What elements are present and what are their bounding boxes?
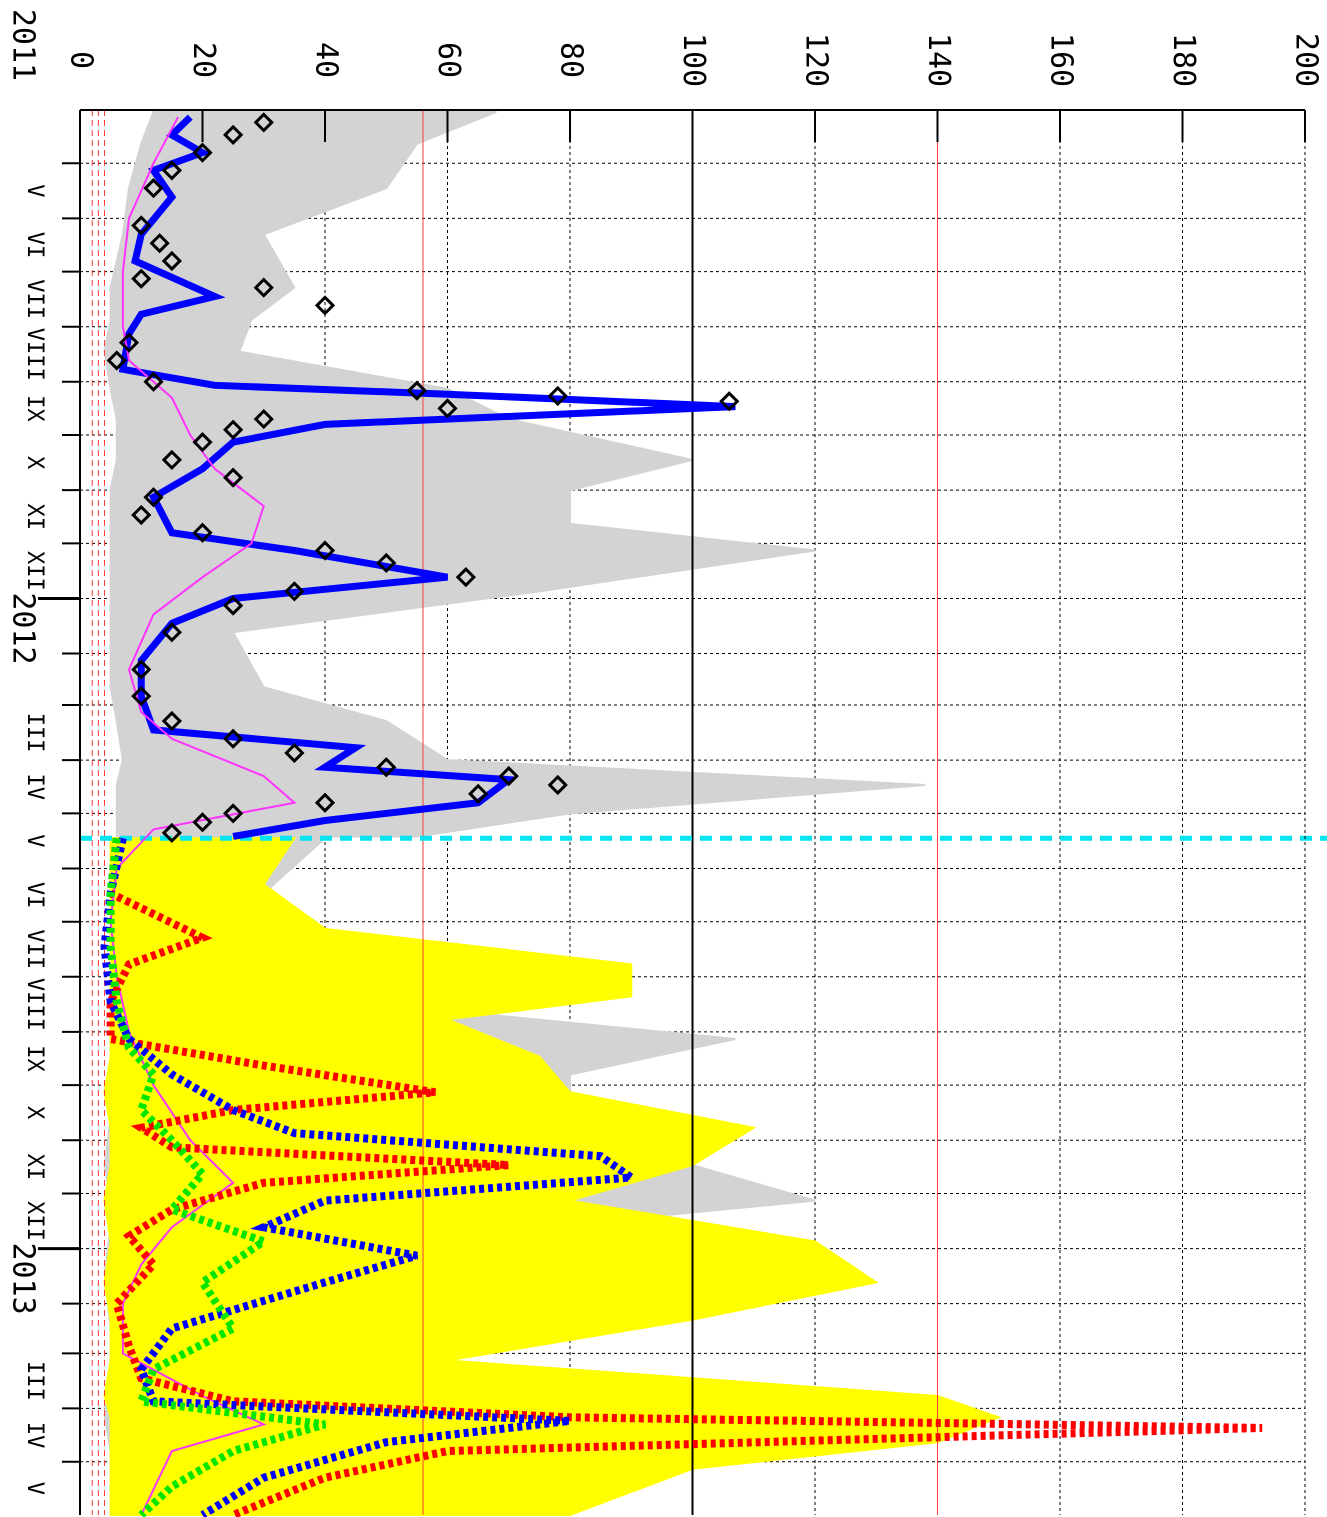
observation-marker: [253, 112, 274, 133]
observation-marker: [223, 419, 244, 440]
value-tick-label: 180: [1166, 33, 1201, 87]
month-label: IV: [22, 1422, 47, 1449]
observation-marker: [192, 142, 213, 163]
observation-marker: [719, 391, 740, 412]
observation-marker: [131, 268, 152, 289]
observation-marker: [143, 371, 164, 392]
observation-marker: [547, 385, 568, 407]
observation-marker: [161, 160, 182, 181]
month-label: VI: [22, 882, 47, 909]
month-label: X: [22, 456, 47, 470]
observation-marker: [253, 277, 274, 298]
observation-marker: [468, 783, 489, 804]
observation-marker: [455, 567, 476, 588]
value-tick-label: 140: [921, 33, 956, 87]
month-label: V: [22, 184, 47, 197]
month-label: V: [22, 1482, 47, 1495]
month-label: VII: [22, 929, 47, 969]
observation-marker: [406, 380, 427, 401]
series-line-00e600-forecast: [106, 837, 327, 1517]
series-line-0000ff-forecast: [100, 837, 643, 1517]
axes-layer: [38, 109, 1306, 1515]
value-tick-label: 60: [431, 42, 466, 78]
value-tick-label: 20: [186, 42, 221, 78]
observation-marker: [314, 295, 336, 316]
observation-marker: [149, 233, 170, 254]
observation-marker: [106, 350, 127, 371]
month-label: IV: [22, 773, 47, 800]
observation-marker: [192, 812, 213, 833]
observation-marker: [131, 215, 152, 236]
observation-marker: [143, 178, 164, 199]
month-label: XII: [22, 1201, 47, 1241]
observation-marker: [192, 522, 213, 543]
month-label: VIII: [22, 328, 47, 381]
envelope-layer: [103, 110, 1002, 1516]
observation-marker: [131, 659, 152, 680]
month-label: V: [22, 834, 47, 847]
value-tick-label: 200: [1289, 33, 1324, 87]
observation-marker: [314, 540, 336, 561]
month-label: VIII: [22, 978, 47, 1031]
month-label: VII: [22, 279, 47, 319]
observation-marker: [161, 250, 182, 272]
value-tick-label: 100: [676, 33, 711, 87]
observation-marker: [498, 765, 519, 787]
year-label: 2013: [6, 1242, 41, 1314]
observation-marker: [223, 803, 244, 824]
observation-marker: [143, 487, 164, 508]
observation-marker: [284, 581, 305, 602]
value-tick-label: 120: [799, 33, 834, 87]
observation-marker: [131, 504, 152, 526]
observation-marker: [223, 467, 244, 488]
observation-marker: [192, 432, 213, 453]
value-tick-label: 80: [554, 42, 589, 78]
observation-marker: [253, 408, 274, 430]
month-label: XI: [22, 1154, 47, 1181]
series-line-0000ff-hindcast: [118, 114, 736, 840]
observation-marker: [223, 124, 244, 145]
month-label: XII: [22, 551, 47, 591]
month-label: III: [22, 1361, 47, 1401]
observation-marker: [161, 449, 182, 471]
series-line-ff33ff-full: [109, 116, 297, 1516]
month-label: XI: [22, 504, 47, 531]
observation-marker: [161, 622, 182, 643]
month-label: IX: [22, 1045, 47, 1072]
observation-marker: [131, 686, 152, 707]
observation-marker: [376, 552, 397, 574]
observation-marker: [437, 398, 458, 419]
month-label: III: [22, 713, 47, 753]
month-label: IX: [22, 395, 47, 422]
series-line-ff0000-forecast: [106, 837, 1263, 1517]
value-tick-label: 40: [309, 42, 344, 78]
observation-marker: [161, 822, 182, 844]
year-label: 2012: [6, 592, 41, 664]
value-tick-label: 0: [64, 51, 99, 69]
value-tick-label: 160: [1044, 33, 1079, 87]
month-label: VI: [22, 232, 47, 259]
envelope-forecast: [103, 837, 1002, 1516]
year-label: 2011: [6, 9, 41, 81]
month-label: X: [22, 1106, 47, 1120]
observation-marker: [284, 742, 305, 764]
observation-marker: [547, 774, 568, 796]
observation-marker: [223, 728, 244, 749]
observation-marker: [223, 595, 244, 616]
labels-layer: 0 20 40 60 80 100 120 140 160 180 200 2011 2012 2013 V…: [6, 9, 1324, 1495]
series-lines-layer: [100, 114, 1263, 1517]
observation-marker: [161, 710, 182, 732]
observation-marker: [118, 332, 140, 353]
observation-marker: [314, 792, 336, 813]
observation-markers-layer: [106, 112, 740, 844]
observation-marker: [376, 757, 397, 778]
